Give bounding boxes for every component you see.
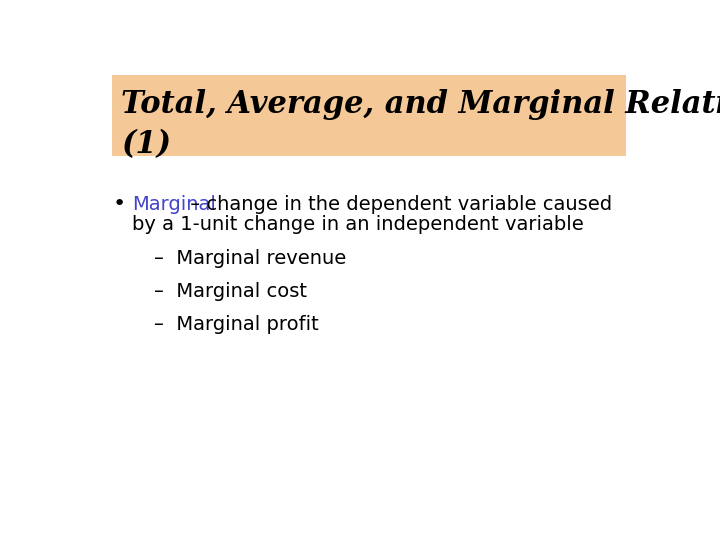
Text: (1): (1) [121, 129, 171, 160]
Text: – change in the dependent variable caused: – change in the dependent variable cause… [184, 194, 612, 214]
Text: –  Marginal revenue: – Marginal revenue [154, 248, 346, 268]
Text: Total, Average, and Marginal Relations: Total, Average, and Marginal Relations [121, 89, 720, 120]
Text: by a 1-unit change in an independent variable: by a 1-unit change in an independent var… [132, 215, 584, 234]
Text: •: • [112, 194, 125, 214]
Text: –  Marginal profit: – Marginal profit [154, 315, 319, 334]
Text: Marginal: Marginal [132, 194, 216, 214]
Text: –  Marginal cost: – Marginal cost [154, 282, 307, 301]
FancyBboxPatch shape [112, 75, 626, 156]
